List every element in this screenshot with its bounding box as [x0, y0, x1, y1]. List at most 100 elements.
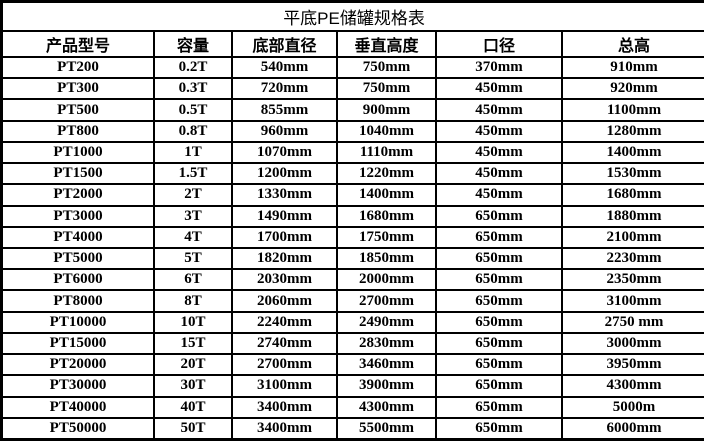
- cell-capacity: 1T: [154, 141, 232, 164]
- cell-capacity: 5T: [154, 247, 232, 270]
- cell-caliber: 450mm: [436, 99, 562, 121]
- cell-caliber: 650mm: [436, 396, 562, 418]
- cell-vertical-height: 1850mm: [337, 247, 436, 270]
- cell-model: PT30000: [2, 375, 154, 397]
- table-row: PT1500 1.5T 1200mm 1220mm 450mm 1530mm: [2, 163, 704, 185]
- cell-vertical-height: 1680mm: [337, 205, 436, 227]
- column-header-caliber: 口径: [436, 31, 562, 57]
- cell-caliber: 650mm: [436, 290, 562, 312]
- cell-total-height: 5000m: [562, 396, 704, 418]
- cell-caliber: 450mm: [436, 163, 562, 185]
- cell-bottom-diameter: 540mm: [232, 57, 337, 79]
- cell-total-height: 1100mm: [562, 99, 704, 121]
- cell-model: PT800: [2, 120, 154, 142]
- cell-model: PT20000: [2, 354, 154, 376]
- cell-model: PT10000: [2, 311, 154, 333]
- cell-caliber: 650mm: [436, 247, 562, 270]
- header-row: 产品型号 容量 底部直径 垂直高度 口径 总高: [2, 31, 704, 57]
- table-row: PT30000 30T 3100mm 3900mm 650mm 4300mm: [2, 375, 704, 397]
- cell-vertical-height: 1750mm: [337, 226, 436, 248]
- cell-bottom-diameter: 2030mm: [232, 269, 337, 291]
- cell-total-height: 1400mm: [562, 141, 704, 164]
- cell-capacity: 10T: [154, 311, 232, 333]
- cell-vertical-height: 750mm: [337, 78, 436, 100]
- cell-model: PT5000: [2, 247, 154, 270]
- table-row: PT15000 15T 2740mm 2830mm 650mm 3000mm: [2, 332, 704, 355]
- table-row: PT8000 8T 2060mm 2700mm 650mm 3100mm: [2, 290, 704, 312]
- cell-bottom-diameter: 960mm: [232, 120, 337, 142]
- cell-capacity: 0.2T: [154, 57, 232, 79]
- cell-bottom-diameter: 1700mm: [232, 226, 337, 248]
- cell-capacity: 8T: [154, 290, 232, 312]
- cell-total-height: 2230mm: [562, 247, 704, 270]
- cell-vertical-height: 2000mm: [337, 269, 436, 291]
- cell-capacity: 2T: [154, 184, 232, 206]
- table-title: 平底PE储罐规格表: [2, 2, 704, 31]
- cell-model: PT15000: [2, 332, 154, 355]
- cell-bottom-diameter: 3400mm: [232, 417, 337, 439]
- cell-capacity: 15T: [154, 332, 232, 355]
- cell-total-height: 2100mm: [562, 226, 704, 248]
- cell-model: PT2000: [2, 184, 154, 206]
- cell-caliber: 650mm: [436, 226, 562, 248]
- cell-vertical-height: 4300mm: [337, 396, 436, 418]
- cell-bottom-diameter: 3400mm: [232, 396, 337, 418]
- cell-total-height: 920mm: [562, 78, 704, 100]
- cell-capacity: 20T: [154, 354, 232, 376]
- title-row: 平底PE储罐规格表: [2, 2, 704, 31]
- cell-vertical-height: 1220mm: [337, 163, 436, 185]
- cell-bottom-diameter: 1070mm: [232, 141, 337, 164]
- table-row: PT40000 40T 3400mm 4300mm 650mm 5000m: [2, 396, 704, 418]
- cell-caliber: 450mm: [436, 184, 562, 206]
- cell-model: PT500: [2, 99, 154, 121]
- cell-capacity: 40T: [154, 396, 232, 418]
- cell-model: PT40000: [2, 396, 154, 418]
- table-row: PT300 0.3T 720mm 750mm 450mm 920mm: [2, 78, 704, 100]
- cell-capacity: 50T: [154, 417, 232, 439]
- column-header-vertical-height: 垂直高度: [337, 31, 436, 57]
- cell-capacity: 1.5T: [154, 163, 232, 185]
- cell-bottom-diameter: 1820mm: [232, 247, 337, 270]
- cell-vertical-height: 5500mm: [337, 417, 436, 439]
- cell-bottom-diameter: 2740mm: [232, 332, 337, 355]
- cell-vertical-height: 750mm: [337, 57, 436, 79]
- cell-model: PT6000: [2, 269, 154, 291]
- cell-bottom-diameter: 2060mm: [232, 290, 337, 312]
- cell-caliber: 650mm: [436, 375, 562, 397]
- cell-total-height: 3100mm: [562, 290, 704, 312]
- cell-capacity: 0.8T: [154, 120, 232, 142]
- table-row: PT6000 6T 2030mm 2000mm 650mm 2350mm: [2, 269, 704, 291]
- cell-vertical-height: 900mm: [337, 99, 436, 121]
- cell-model: PT300: [2, 78, 154, 100]
- table-row: PT5000 5T 1820mm 1850mm 650mm 2230mm: [2, 247, 704, 270]
- cell-caliber: 450mm: [436, 141, 562, 164]
- table-row: PT20000 20T 2700mm 3460mm 650mm 3950mm: [2, 354, 704, 376]
- cell-bottom-diameter: 3100mm: [232, 375, 337, 397]
- cell-vertical-height: 1400mm: [337, 184, 436, 206]
- cell-bottom-diameter: 2700mm: [232, 354, 337, 376]
- cell-vertical-height: 2700mm: [337, 290, 436, 312]
- column-header-capacity: 容量: [154, 31, 232, 57]
- cell-total-height: 2750 mm: [562, 311, 704, 333]
- cell-caliber: 650mm: [436, 269, 562, 291]
- cell-bottom-diameter: 720mm: [232, 78, 337, 100]
- cell-total-height: 3000mm: [562, 332, 704, 355]
- cell-caliber: 650mm: [436, 205, 562, 227]
- cell-bottom-diameter: 1490mm: [232, 205, 337, 227]
- cell-bottom-diameter: 2240mm: [232, 311, 337, 333]
- cell-model: PT4000: [2, 226, 154, 248]
- cell-capacity: 3T: [154, 205, 232, 227]
- cell-total-height: 1680mm: [562, 184, 704, 206]
- cell-capacity: 4T: [154, 226, 232, 248]
- table-row: PT1000 1T 1070mm 1110mm 450mm 1400mm: [2, 141, 704, 164]
- table-row: PT2000 2T 1330mm 1400mm 450mm 1680mm: [2, 184, 704, 206]
- column-header-bottom-diameter: 底部直径: [232, 31, 337, 57]
- cell-vertical-height: 3900mm: [337, 375, 436, 397]
- cell-total-height: 3950mm: [562, 354, 704, 376]
- cell-capacity: 6T: [154, 269, 232, 291]
- cell-total-height: 910mm: [562, 57, 704, 79]
- cell-vertical-height: 1110mm: [337, 141, 436, 164]
- cell-total-height: 4300mm: [562, 375, 704, 397]
